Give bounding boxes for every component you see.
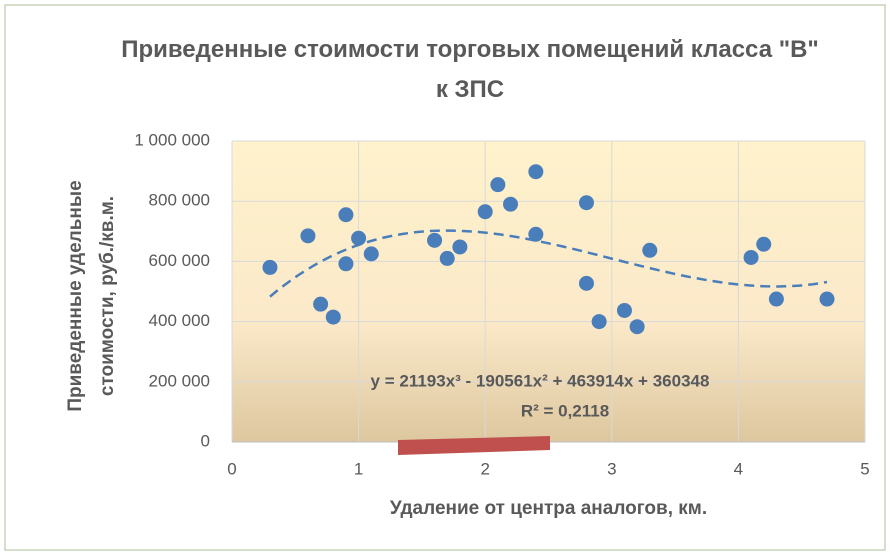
- point: [616, 302, 632, 318]
- x-tick-label: 5: [860, 459, 869, 478]
- point: [642, 242, 658, 258]
- point: [768, 291, 784, 307]
- x-tick-label: 1: [354, 459, 363, 478]
- point: [756, 236, 772, 252]
- r-squared: R² = 0,2118: [521, 401, 609, 420]
- plot-area: [232, 141, 865, 442]
- point: [351, 230, 367, 246]
- trendline: [269, 229, 828, 298]
- point: [338, 207, 354, 223]
- point: [528, 226, 544, 242]
- point: [313, 296, 329, 312]
- point: [819, 291, 835, 307]
- chart-title: Приведенные стоимости торговых помещений…: [121, 36, 819, 103]
- x-axis-label: Удаление от центра аналогов, км.: [389, 498, 708, 519]
- point: [262, 259, 278, 275]
- x-tick-label: 4: [734, 459, 743, 478]
- point: [578, 275, 594, 291]
- point: [439, 250, 455, 266]
- x-tick-label: 0: [227, 459, 236, 478]
- x-tick-label: 3: [607, 459, 616, 478]
- point: [325, 309, 341, 325]
- point: [363, 246, 379, 262]
- point: [477, 204, 493, 220]
- y-axis-label: Приведенные удельные стоимости, руб./кв.…: [65, 180, 118, 412]
- y-tick-label: 0: [201, 431, 210, 450]
- point: [338, 256, 354, 272]
- point: [503, 196, 519, 212]
- trend-equation: y = 21193x³ - 190561x² + 463914x + 36034…: [371, 371, 710, 390]
- y-tick-label: 800 000: [149, 191, 210, 210]
- point: [427, 232, 443, 248]
- point: [629, 319, 645, 335]
- y-tick-label: 600 000: [149, 251, 210, 270]
- y-tick-label: 400 000: [149, 311, 210, 330]
- y-tick-label: 200 000: [149, 371, 210, 390]
- redaction: [398, 436, 550, 455]
- point: [452, 239, 468, 255]
- point: [300, 228, 316, 244]
- point: [578, 195, 594, 211]
- point: [743, 249, 759, 265]
- point: [528, 164, 544, 180]
- y-tick-label: 1 000 000: [134, 130, 210, 149]
- point: [490, 177, 506, 193]
- point: [591, 314, 607, 330]
- x-tick-label: 2: [480, 459, 489, 478]
